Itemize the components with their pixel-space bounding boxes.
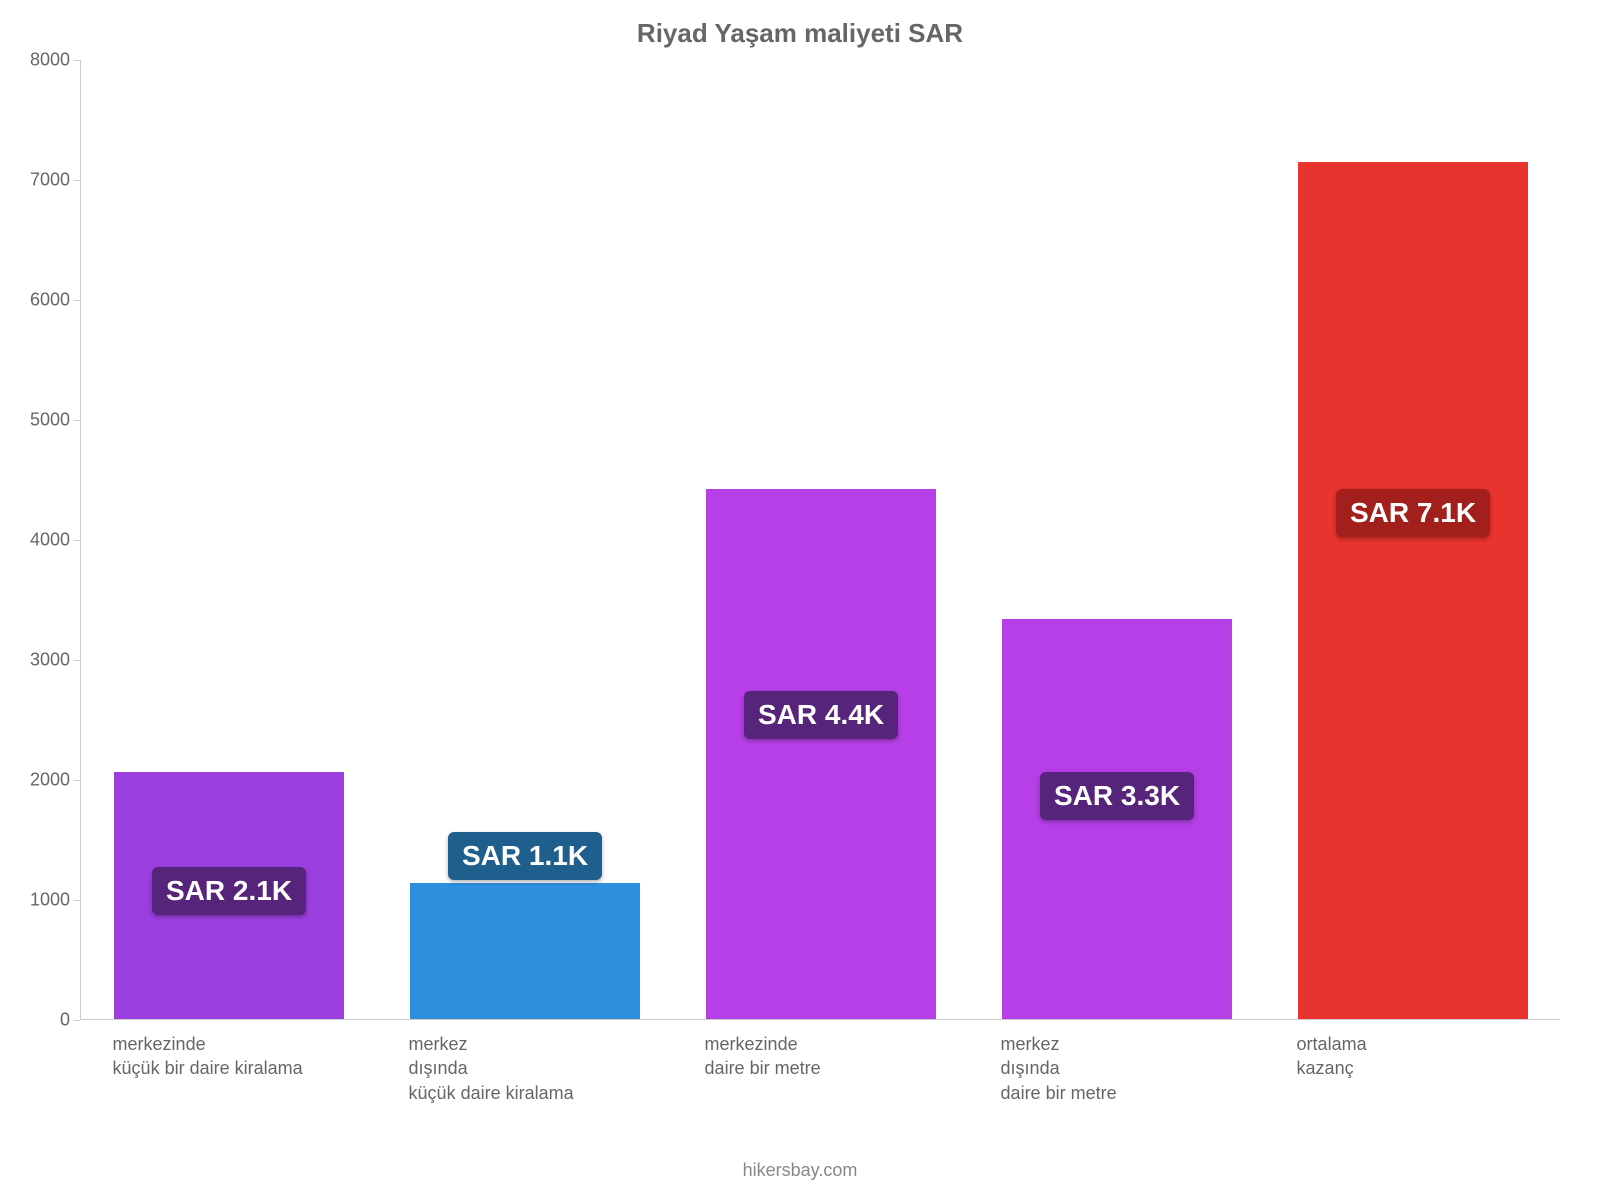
- bar-value-label: SAR 3.3K: [1040, 772, 1194, 820]
- bar: [1298, 162, 1529, 1019]
- bar-value-label: SAR 4.4K: [744, 691, 898, 739]
- y-tick-label: 8000: [0, 50, 70, 71]
- x-tick-label: merkezinde küçük bir daire kiralama: [113, 1032, 344, 1081]
- x-tick-label: merkez dışında küçük daire kiralama: [409, 1032, 640, 1105]
- y-tick-mark: [74, 1020, 80, 1021]
- y-tick-label: 5000: [0, 410, 70, 431]
- chart-title: Riyad Yaşam maliyeti SAR: [0, 18, 1600, 49]
- y-tick-label: 0: [0, 1010, 70, 1031]
- y-tick-label: 4000: [0, 530, 70, 551]
- bar-value-label: SAR 7.1K: [1336, 489, 1490, 537]
- x-tick-label: ortalama kazanç: [1297, 1032, 1528, 1081]
- y-tick-label: 7000: [0, 170, 70, 191]
- x-tick-label: merkez dışında daire bir metre: [1001, 1032, 1232, 1105]
- y-tick-label: 6000: [0, 290, 70, 311]
- y-tick-label: 3000: [0, 650, 70, 671]
- chart-container: Riyad Yaşam maliyeti SAR 0 1000 2000 3000 40…: [0, 0, 1600, 1200]
- bar: [410, 883, 641, 1019]
- y-tick-label: 1000: [0, 890, 70, 911]
- bar-value-label: SAR 2.1K: [152, 867, 306, 915]
- y-tick-label: 2000: [0, 770, 70, 791]
- chart-footer: hikersbay.com: [0, 1160, 1600, 1181]
- x-tick-label: merkezinde daire bir metre: [705, 1032, 936, 1081]
- bar: [706, 489, 937, 1019]
- bar-value-label: SAR 1.1K: [448, 832, 602, 880]
- plot-area: SAR 2.1K SAR 1.1K SAR 4.4K SAR 3.3K SAR 7.1K: [80, 60, 1560, 1020]
